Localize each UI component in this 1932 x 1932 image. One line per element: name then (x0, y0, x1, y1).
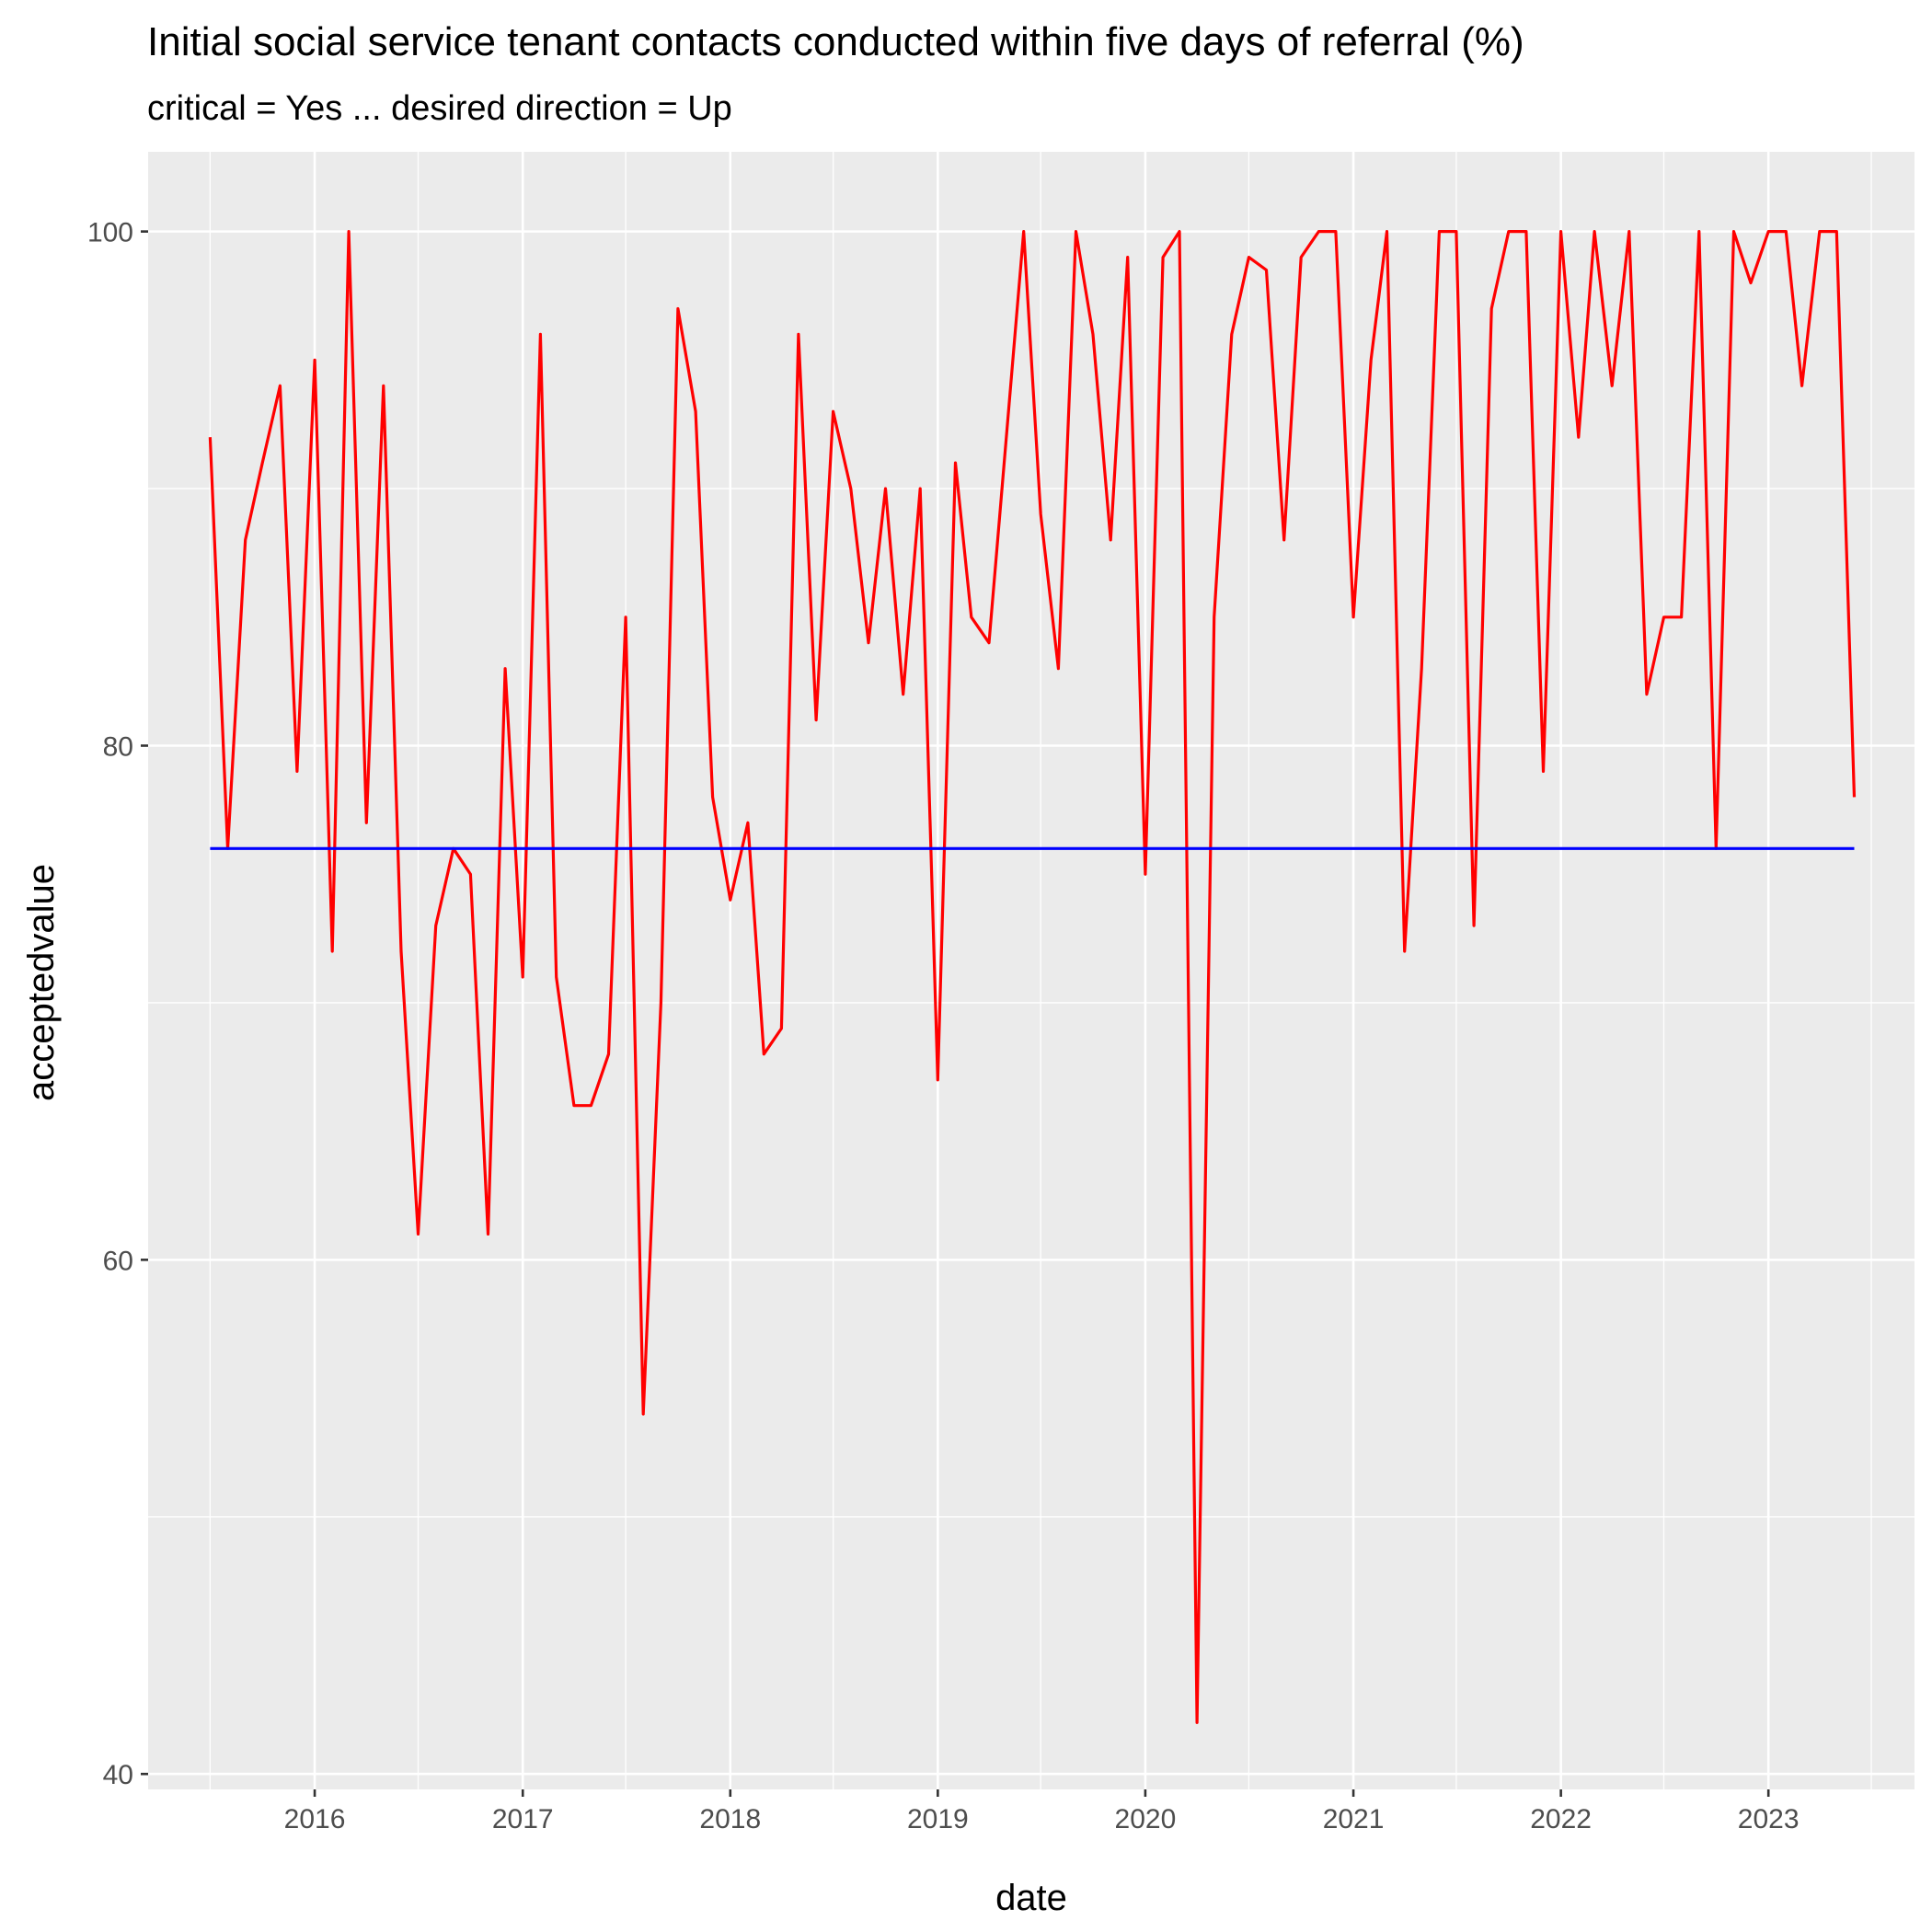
y-axis: 40 60 80 100 (87, 218, 148, 1790)
x-axis-title: date (995, 1878, 1067, 1918)
chart-title: Initial social service tenant contacts c… (147, 19, 1524, 64)
y-tick-label: 100 (87, 218, 133, 248)
x-tick-label: 2021 (1323, 1804, 1385, 1834)
x-tick-label: 2016 (284, 1804, 346, 1834)
y-tick-label: 60 (103, 1246, 133, 1276)
series-line-accepted-value (208, 230, 1857, 1724)
grid-minor (148, 152, 1915, 1789)
x-axis: 2016 2017 2018 2019 2020 2021 2022 2023 (284, 1789, 1800, 1834)
x-tick-label: 2017 (492, 1804, 554, 1834)
chart-subtitle: critical = Yes ... desired direction = U… (147, 89, 732, 128)
x-tick-label: 2023 (1738, 1804, 1800, 1834)
series-layer (208, 230, 1857, 1724)
y-axis-title: acceptedvalue (21, 864, 62, 1101)
y-tick-label: 80 (103, 731, 133, 762)
x-tick-label: 2019 (907, 1804, 969, 1834)
x-tick-label: 2020 (1115, 1804, 1177, 1834)
y-tick-label: 40 (103, 1760, 133, 1790)
plot-panel (148, 152, 1915, 1789)
x-tick-label: 2022 (1530, 1804, 1592, 1834)
x-tick-label: 2018 (699, 1804, 761, 1834)
